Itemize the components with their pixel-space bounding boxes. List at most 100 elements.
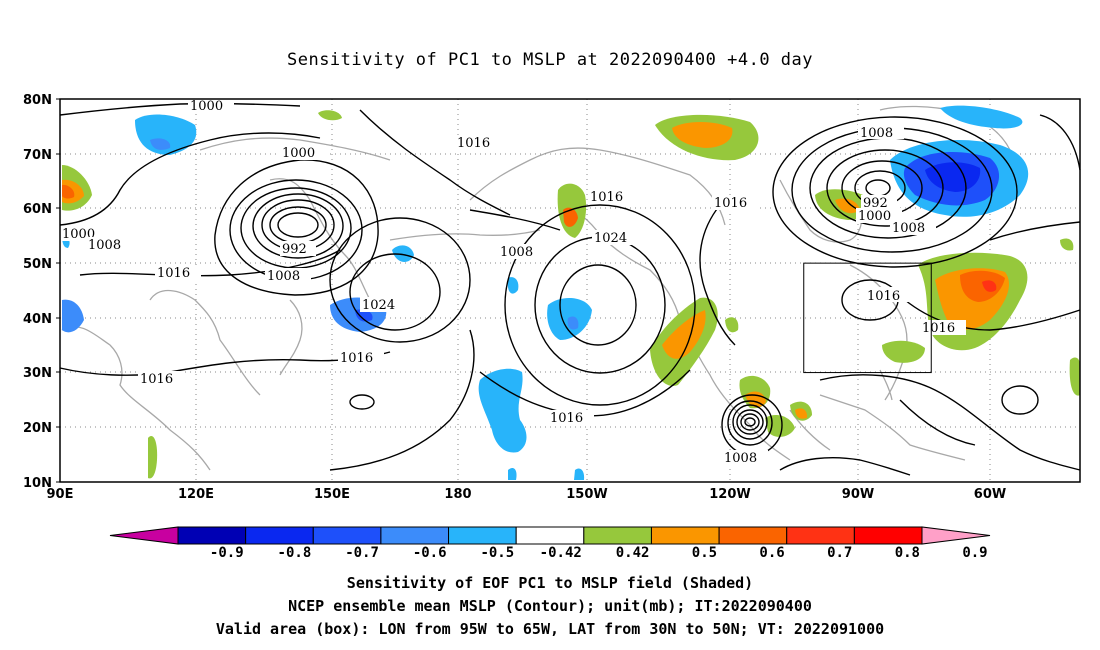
lon-label: 180: [444, 487, 471, 502]
colorbar-tick-label: 0.8: [895, 545, 920, 561]
lat-label: 70N: [23, 148, 52, 163]
contour-label: 1024: [362, 298, 395, 313]
contour-label: 1000: [282, 146, 315, 161]
colorbar-swatch: [448, 526, 517, 545]
lat-label: 30N: [23, 366, 52, 381]
lon-label: 150E: [314, 487, 350, 502]
colorbar-low-triangle: [109, 526, 179, 545]
shade-negative: [507, 277, 519, 294]
caption-line-1: Sensitivity of EOF PC1 to MSLP field (Sh…: [346, 574, 754, 592]
contour-labels: 1000 1000 1000 1008 992 1008 1016 1016 1…: [60, 97, 966, 466]
contour-label: 1016: [922, 321, 955, 336]
shade-positive: [662, 310, 706, 359]
shade-negative: [940, 105, 1023, 129]
contour-label: 1016: [457, 136, 490, 151]
shade-positive: [960, 270, 1005, 302]
shade-negative: [150, 138, 171, 150]
lon-label: 120E: [178, 487, 214, 502]
mslp-contours: [59, 102, 1081, 476]
colorbar-swatch: [853, 526, 923, 545]
colorbar-swatch: [583, 526, 652, 545]
shade-negative: [355, 309, 373, 322]
lon-label: 90E: [47, 487, 74, 502]
lat-label: 20N: [23, 421, 52, 436]
shade-negative: [508, 468, 517, 480]
colorbar: -0.9 -0.8 -0.7 -0.6 -0.5 -0.42 0.42 0.5 0.6 0.7 0.…: [109, 526, 991, 561]
contour-label: 1024: [594, 231, 627, 246]
shade-negative: [135, 114, 197, 155]
lon-label: 90W: [842, 487, 874, 502]
shade-positive: [318, 110, 342, 121]
colorbar-tick-label: -0.7: [345, 545, 379, 561]
colorbar-swatch: [177, 526, 247, 545]
lon-label: 150W: [566, 487, 607, 502]
shade-negative: [478, 368, 527, 453]
colorbar-tick-label: -0.42: [540, 545, 582, 561]
contour-label: 1000: [190, 99, 223, 114]
shade-positive: [1060, 238, 1074, 251]
colorbar-swatch: [786, 526, 855, 545]
colorbar-swatch: [380, 526, 450, 545]
colorbar-tick-label: 0.7: [827, 545, 852, 561]
colorbar-swatch: [312, 526, 382, 545]
colorbar-tick-label: 0.5: [692, 545, 717, 561]
caption-line-3: Valid area (box): LON from 95W to 65W, L…: [215, 620, 885, 638]
shade-positive: [672, 122, 733, 148]
colorbar-swatch: [650, 526, 720, 545]
colorbar-tick-label: 0.42: [616, 545, 650, 561]
shade-positive: [1069, 357, 1080, 396]
contour-label: 1016: [714, 196, 747, 211]
contour-label: 1016: [157, 266, 190, 281]
contour-label: 1016: [550, 411, 583, 426]
contour-label: 992: [282, 242, 307, 257]
contour-label: 992: [863, 196, 888, 211]
lat-axis: 80N 70N 60N 50N 40N 30N 20N 10N: [23, 93, 60, 491]
lat-label: 50N: [23, 257, 52, 272]
colorbar-tick-label: 0.9: [962, 545, 987, 561]
map-frame: [59, 98, 1081, 483]
colorbar-tick-label: 0.6: [759, 545, 784, 561]
contour-label: 1008: [892, 221, 925, 236]
contour-label: 1016: [590, 190, 623, 205]
shade-positive: [882, 340, 925, 363]
sensitivity-shading: [62, 105, 1080, 480]
contour-label: 1016: [140, 372, 173, 387]
contour-label: 1016: [867, 289, 900, 304]
contour-label: 1008: [500, 245, 533, 260]
colorbar-tick-label: -0.6: [413, 545, 447, 561]
lon-axis: 90E 120E 150E 180 150W 120W 90W 60W: [47, 487, 1007, 502]
colorbar-swatch: [718, 526, 788, 545]
contour-label: 1008: [267, 269, 300, 284]
shade-negative: [574, 468, 585, 480]
shade-negative: [567, 316, 579, 330]
colorbar-swatch: [515, 526, 585, 545]
map-panel: 1000 1000 1000 1008 992 1008 1016 1016 1…: [59, 97, 1081, 483]
shade-negative: [392, 245, 414, 262]
contour-label: 1008: [88, 238, 121, 253]
colorbar-tick-label: -0.9: [210, 545, 244, 561]
shade-negative: [62, 299, 84, 333]
map-title: Sensitivity of PC1 to MSLP at 2022090400…: [286, 50, 813, 70]
contour-label: 1000: [858, 209, 891, 224]
lat-label: 60N: [23, 202, 52, 217]
colorbar-high-triangle: [921, 526, 991, 545]
shade-positive: [795, 408, 808, 419]
lat-label: 40N: [23, 312, 52, 327]
shade-positive: [835, 198, 860, 214]
colorbar-tick-label: -0.5: [480, 545, 514, 561]
shade-positive: [563, 207, 578, 227]
contour-label: 1008: [860, 126, 893, 141]
lat-label: 80N: [23, 93, 52, 108]
shade-positive: [982, 280, 997, 292]
contour-label: 1008: [724, 451, 757, 466]
shade-positive: [148, 436, 158, 479]
lat-label: 10N: [23, 476, 52, 491]
contour-label: 1016: [340, 351, 373, 366]
shade-positive: [62, 184, 75, 199]
lon-label: 120W: [709, 487, 750, 502]
shade-positive: [725, 317, 739, 333]
colorbar-tick-label: -0.8: [278, 545, 312, 561]
lon-label: 60W: [974, 487, 1006, 502]
valid-area-box: [803, 262, 932, 374]
colorbar-swatch: [245, 526, 314, 545]
